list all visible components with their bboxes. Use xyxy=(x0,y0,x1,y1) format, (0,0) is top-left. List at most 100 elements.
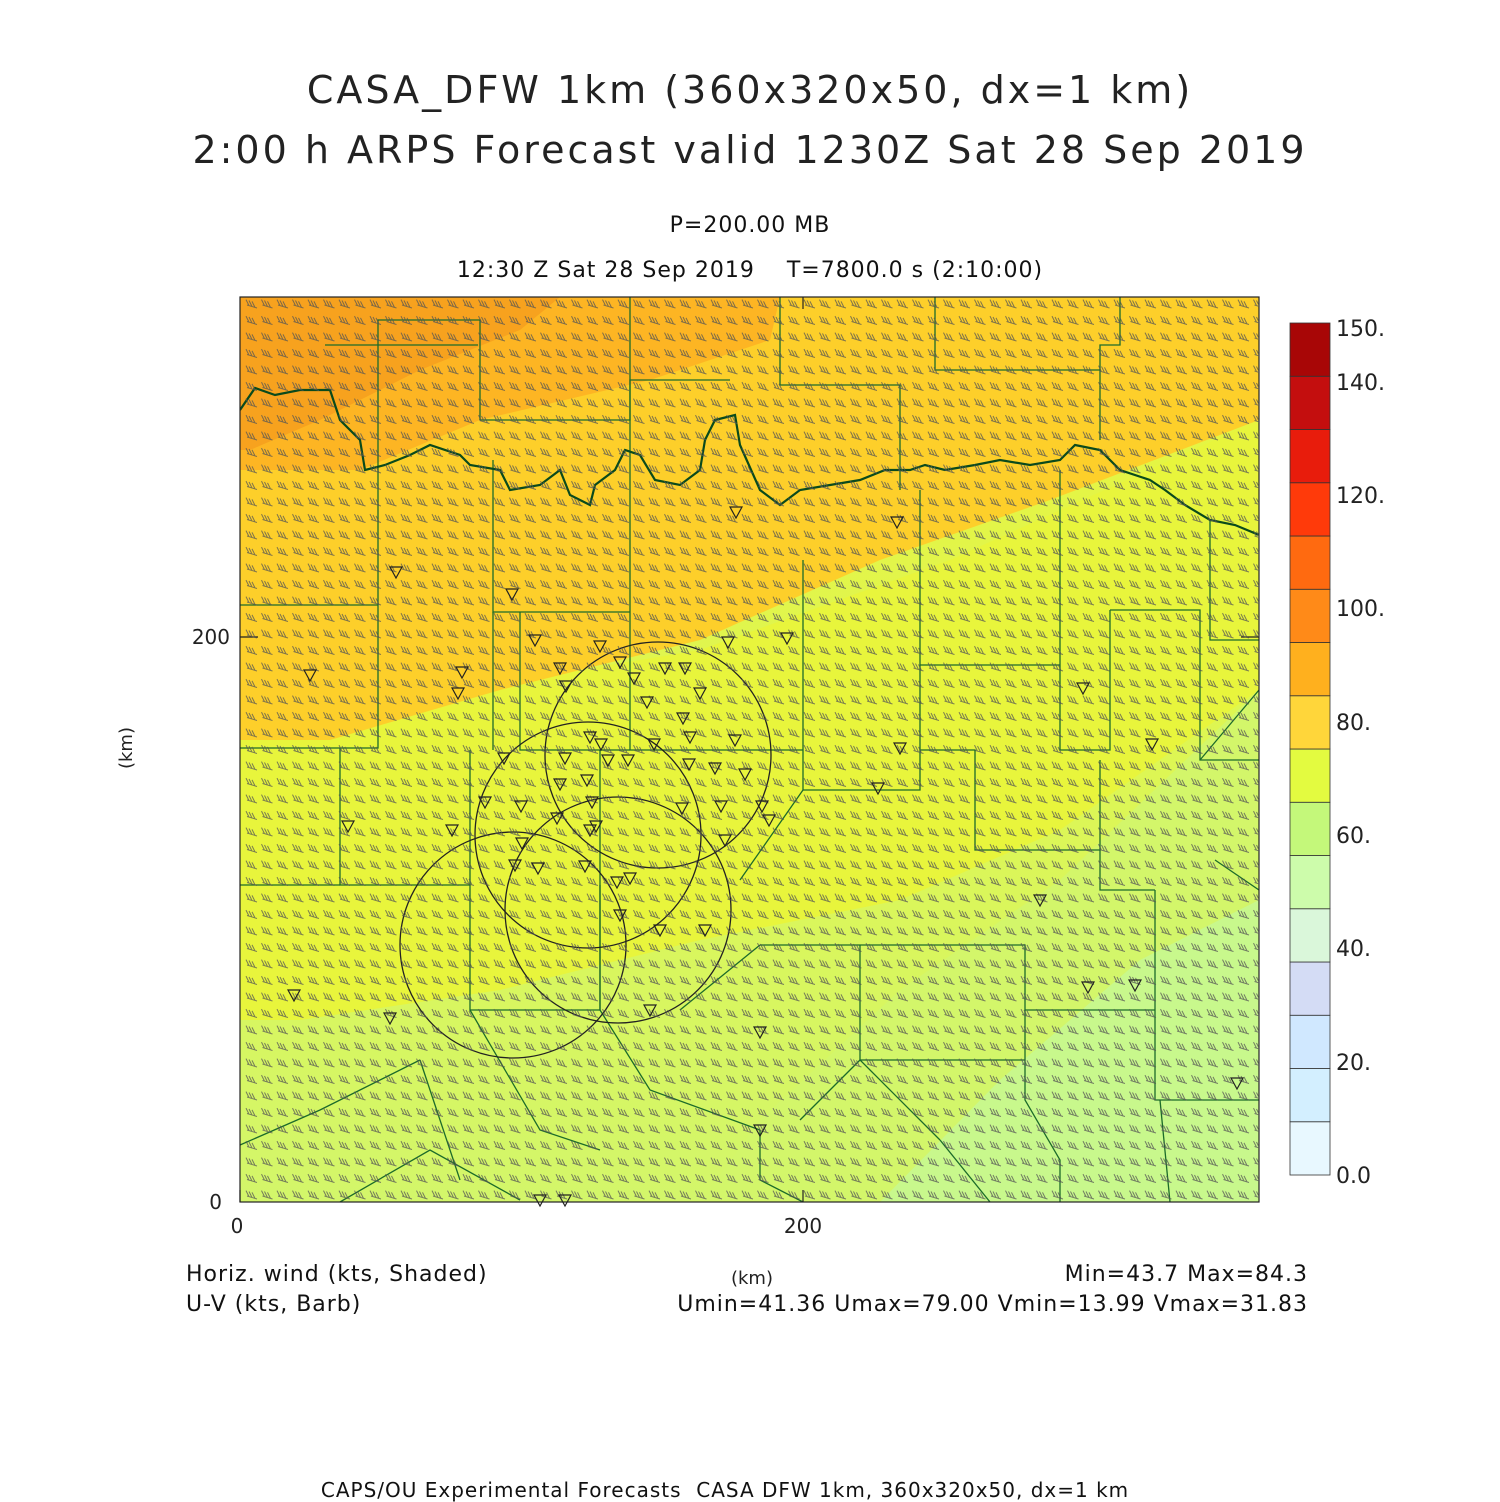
colorbar-swatch xyxy=(1289,1068,1331,1123)
colorbar-swatch xyxy=(1289,482,1331,537)
colorbar-swatch xyxy=(1289,642,1331,697)
colorbar-swatch xyxy=(1289,375,1331,430)
colorbar-swatch xyxy=(1289,322,1331,377)
station-marker xyxy=(720,636,736,650)
station-marker xyxy=(692,687,708,701)
colorbar-swatch xyxy=(1289,855,1331,910)
y-axis-label: (km) xyxy=(116,727,137,769)
credit-line: CAPS/OU Experimental Forecasts CASA DFW … xyxy=(320,1478,1130,1502)
station-marker xyxy=(622,872,638,886)
colorbar-swatch xyxy=(1289,695,1331,750)
title-line-2: 2:00 h ARPS Forecast valid 1230Z Sat 28 … xyxy=(192,128,1308,172)
y-tick-200: 200 xyxy=(192,625,230,649)
colorbar-swatch xyxy=(1289,588,1331,643)
station-marker xyxy=(1080,981,1096,995)
colorbar-swatch xyxy=(1289,961,1331,1016)
station-marker xyxy=(697,924,713,938)
plot-frame xyxy=(239,296,1260,1203)
station-marker xyxy=(779,632,795,646)
colorbar-label: 150. xyxy=(1336,317,1385,342)
colorbar-label: 120. xyxy=(1336,484,1385,509)
station-marker xyxy=(626,672,642,686)
uv-min-max: Umin=41.36 Umax=79.00 Vmin=13.99 Vmax=31… xyxy=(677,1292,1308,1317)
station-marker xyxy=(532,1194,548,1208)
station-marker xyxy=(588,820,604,834)
station-marker xyxy=(388,566,404,580)
station-marker xyxy=(682,731,698,745)
station-marker xyxy=(728,506,744,520)
station-marker xyxy=(577,860,593,874)
station-marker xyxy=(713,800,729,814)
station-marker xyxy=(382,1012,398,1026)
colorbar-label: 40. xyxy=(1336,937,1371,962)
colorbar-swatch xyxy=(1289,908,1331,963)
station-marker xyxy=(530,862,546,876)
station-marker xyxy=(1075,682,1091,696)
colorbar-swatch xyxy=(1289,429,1331,484)
station-marker xyxy=(507,859,523,873)
station-marker xyxy=(1032,894,1048,908)
station-marker xyxy=(642,1004,658,1018)
station-marker xyxy=(752,1026,768,1040)
station-marker xyxy=(612,909,628,923)
station-marker xyxy=(1229,1077,1245,1091)
colorbar-label: 100. xyxy=(1336,597,1385,622)
station-marker xyxy=(675,712,691,726)
pressure-level: P=200.00 MB xyxy=(669,213,831,238)
station-marker xyxy=(584,796,600,810)
station-markers xyxy=(286,506,1245,1208)
station-marker xyxy=(889,516,905,530)
station-marker xyxy=(674,802,690,816)
station-marker xyxy=(892,742,908,756)
x-tick-200: 200 xyxy=(784,1214,822,1238)
station-marker xyxy=(870,782,886,796)
colorbar-label: 20. xyxy=(1336,1051,1371,1076)
y-tick-0: 0 xyxy=(209,1190,222,1214)
colorbar-swatch xyxy=(1289,1121,1331,1176)
barb-field xyxy=(245,299,1259,1200)
station-marker xyxy=(592,640,608,654)
station-marker xyxy=(620,754,636,768)
colorbar-swatch xyxy=(1289,535,1331,590)
station-marker xyxy=(609,876,625,890)
station-marker xyxy=(652,924,668,938)
yellow-band xyxy=(240,420,1259,1020)
station-marker xyxy=(677,662,693,676)
station-marker xyxy=(737,768,753,782)
station-marker xyxy=(552,662,568,676)
colorbar-swatch xyxy=(1289,748,1331,803)
title-line-1: CASA_DFW 1km (360x320x50, dx=1 km) xyxy=(306,68,1194,112)
station-marker xyxy=(593,738,609,752)
x-axis-label: (km) xyxy=(731,1268,773,1289)
station-marker xyxy=(514,837,530,851)
station-marker xyxy=(302,669,318,683)
colorbar-swatch xyxy=(1289,801,1331,856)
legend-barb: U-V (kts, Barb) xyxy=(186,1292,362,1317)
station-marker xyxy=(707,762,723,776)
station-marker xyxy=(557,752,573,766)
station-marker xyxy=(752,1124,768,1138)
station-marker xyxy=(557,1194,573,1208)
min-max: Min=43.7 Max=84.3 xyxy=(1064,1262,1308,1287)
colorbar: 0.0 20. 40. 60. 80. 100. 120. 140. 150. xyxy=(1289,317,1385,1189)
station-marker xyxy=(1127,979,1143,993)
station-marker xyxy=(612,656,628,670)
colorbar-label: 140. xyxy=(1336,371,1385,396)
station-marker xyxy=(286,989,302,1003)
station-marker xyxy=(454,666,470,680)
legend-shaded: Horiz. wind (kts, Shaded) xyxy=(186,1262,488,1287)
station-marker xyxy=(717,834,733,848)
shaded-field xyxy=(240,297,1259,1202)
station-marker xyxy=(558,680,574,694)
station-marker xyxy=(552,778,568,792)
station-marker xyxy=(754,800,770,814)
station-marker xyxy=(527,634,543,648)
wind-barbs xyxy=(245,299,1259,1200)
station-marker xyxy=(450,687,466,701)
colorbar-label: 0.0 xyxy=(1336,1164,1371,1189)
x-tick-0: 0 xyxy=(231,1214,244,1238)
station-marker xyxy=(1144,738,1160,752)
county-boundaries xyxy=(240,297,1259,1202)
station-marker xyxy=(444,824,460,838)
